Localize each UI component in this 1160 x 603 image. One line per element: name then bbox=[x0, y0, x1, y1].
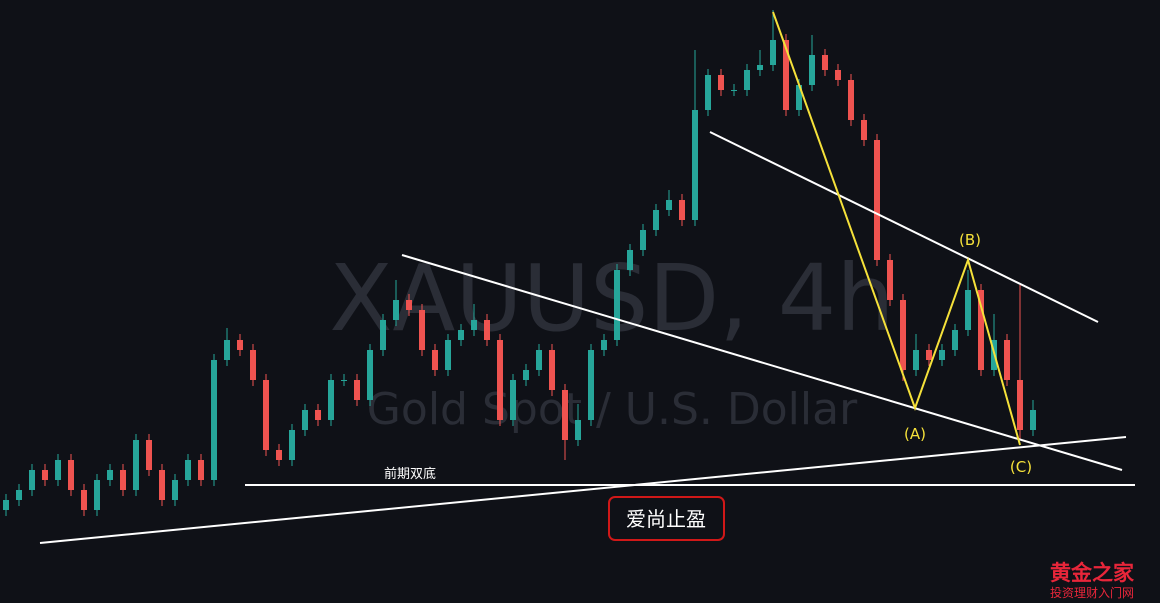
candle-body bbox=[653, 210, 659, 230]
candle-body bbox=[1017, 380, 1023, 430]
candle-body bbox=[614, 270, 620, 340]
candle-body bbox=[835, 70, 841, 80]
wave-label: (C) bbox=[1010, 458, 1032, 476]
double-bottom-label: 前期双底 bbox=[384, 466, 436, 482]
candle-body bbox=[380, 320, 386, 350]
watermark-name: Gold Spot / U.S. Dollar bbox=[367, 384, 858, 435]
candle-body bbox=[315, 410, 321, 420]
candle-body bbox=[419, 310, 425, 350]
candle-body bbox=[770, 40, 776, 65]
candle-body bbox=[913, 350, 919, 370]
candle-body bbox=[237, 340, 243, 350]
candle-body bbox=[302, 410, 308, 430]
candle-body bbox=[484, 320, 490, 340]
candle-body bbox=[978, 290, 984, 370]
candle-body bbox=[939, 350, 945, 360]
trend-line bbox=[401, 254, 1123, 471]
candle-body bbox=[757, 65, 763, 70]
trend-lines bbox=[39, 131, 1135, 544]
brand-name: 黄金之家 bbox=[1050, 561, 1135, 585]
candle-body bbox=[276, 450, 282, 460]
trend-line bbox=[709, 131, 1099, 323]
candle-body bbox=[263, 380, 269, 450]
candle-body bbox=[393, 300, 399, 320]
candle-body bbox=[341, 380, 347, 381]
candle-body bbox=[29, 470, 35, 490]
candle-body bbox=[549, 350, 555, 390]
candle-body bbox=[666, 200, 672, 210]
candle-body bbox=[744, 70, 750, 90]
candle-body bbox=[367, 350, 373, 400]
trend-line bbox=[39, 436, 1127, 544]
candle-body bbox=[445, 340, 451, 370]
candle-body bbox=[900, 300, 906, 370]
candle-body bbox=[588, 350, 594, 420]
candle-body bbox=[796, 85, 802, 110]
wave-line bbox=[772, 11, 1021, 446]
candle-body bbox=[679, 200, 685, 220]
wave-label: (A) bbox=[904, 425, 926, 443]
candle-body bbox=[3, 500, 9, 510]
candle-body bbox=[120, 470, 126, 490]
candle-body bbox=[250, 350, 256, 380]
candle-body bbox=[926, 350, 932, 360]
take-profit-box bbox=[608, 496, 725, 541]
candle-body bbox=[887, 260, 893, 300]
candle-body bbox=[497, 340, 503, 420]
candle-body bbox=[848, 80, 854, 120]
candle-body bbox=[861, 120, 867, 140]
candle-body bbox=[198, 460, 204, 480]
candle-body bbox=[172, 480, 178, 500]
candle-body bbox=[822, 55, 828, 70]
candle-body bbox=[224, 340, 230, 360]
candle-body bbox=[185, 460, 191, 480]
candle-body bbox=[718, 75, 724, 90]
candle-body bbox=[731, 90, 737, 91]
candle-body bbox=[211, 360, 217, 480]
candle-body bbox=[432, 350, 438, 370]
wave-label: (B) bbox=[959, 231, 981, 249]
candle-body bbox=[510, 380, 516, 420]
candle-body bbox=[809, 55, 815, 85]
candle-body bbox=[965, 290, 971, 330]
candle-body bbox=[16, 490, 22, 500]
candle-body bbox=[406, 300, 412, 310]
candle-body bbox=[68, 460, 74, 490]
candle-body bbox=[328, 380, 334, 420]
candle-body bbox=[705, 75, 711, 110]
candle-body bbox=[471, 320, 477, 330]
candle-body bbox=[354, 380, 360, 400]
candle-body bbox=[55, 460, 61, 480]
candle-body bbox=[523, 370, 529, 380]
candle-body bbox=[458, 330, 464, 340]
brand-tagline: 投资理财入门网 bbox=[1050, 585, 1134, 600]
candle-body bbox=[601, 340, 607, 350]
candles bbox=[3, 10, 1036, 516]
candle-body bbox=[81, 490, 87, 510]
candle-body bbox=[1004, 340, 1010, 380]
candle-body bbox=[289, 430, 295, 460]
candle-body bbox=[42, 470, 48, 480]
candle-body bbox=[107, 470, 113, 480]
candle-body bbox=[94, 480, 100, 510]
candle-body bbox=[640, 230, 646, 250]
candle-body bbox=[874, 140, 880, 260]
candle-body bbox=[133, 440, 139, 490]
candle-body bbox=[562, 390, 568, 440]
candle-body bbox=[952, 330, 958, 350]
candle-body bbox=[1030, 410, 1036, 430]
candle-body bbox=[692, 110, 698, 220]
candle-body bbox=[146, 440, 152, 470]
watermark-symbol: XAUUSD, 4h bbox=[329, 245, 894, 352]
candle-body bbox=[627, 250, 633, 270]
take-profit-label: 爱尚止盈 bbox=[626, 507, 706, 531]
candle-body bbox=[783, 40, 789, 110]
candle-body bbox=[159, 470, 165, 500]
candle-body bbox=[575, 420, 581, 440]
candle-body bbox=[536, 350, 542, 370]
